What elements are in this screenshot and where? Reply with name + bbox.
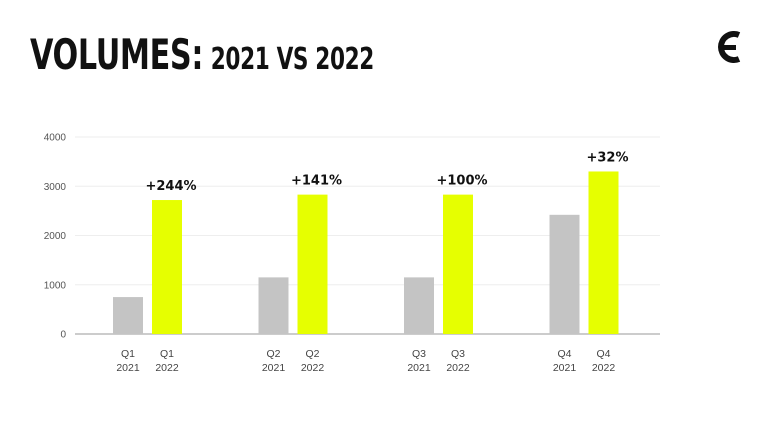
page-title: VOLUMES: 2021 VS 2022 bbox=[30, 30, 374, 79]
x-category-label: Q2 bbox=[305, 348, 319, 360]
x-year-label: 2021 bbox=[553, 362, 577, 374]
bar bbox=[443, 194, 473, 334]
y-tick-label: 3000 bbox=[44, 182, 67, 193]
x-year-label: 2022 bbox=[155, 362, 179, 374]
growth-data-label: +32% bbox=[586, 150, 628, 165]
x-category-label: Q3 bbox=[412, 348, 426, 360]
y-tick-label: 4000 bbox=[44, 133, 67, 144]
y-tick-label: 2000 bbox=[44, 231, 67, 242]
bar bbox=[549, 214, 580, 334]
y-tick-label: 1000 bbox=[44, 280, 67, 291]
title-main: VOLUMES: bbox=[30, 30, 204, 79]
bar bbox=[152, 200, 182, 334]
x-category-label: Q4 bbox=[596, 348, 610, 360]
bar bbox=[297, 194, 328, 334]
bar bbox=[588, 171, 619, 334]
x-year-label: 2021 bbox=[262, 362, 286, 374]
x-category-label: Q1 bbox=[121, 348, 135, 360]
x-year-label: 2021 bbox=[116, 362, 140, 374]
x-category-label: Q2 bbox=[266, 348, 280, 360]
title-subtitle: 2021 VS 2022 bbox=[210, 42, 375, 77]
growth-data-label: +141% bbox=[291, 174, 342, 189]
y-tick-label: 0 bbox=[60, 330, 66, 341]
x-category-label: Q1 bbox=[160, 348, 174, 360]
brand-c-logo-icon bbox=[718, 31, 741, 63]
x-year-label: 2021 bbox=[407, 362, 431, 374]
growth-data-label: +244% bbox=[145, 179, 196, 194]
x-year-label: 2022 bbox=[592, 362, 616, 374]
x-year-label: 2022 bbox=[446, 362, 470, 374]
x-year-label: 2022 bbox=[301, 362, 325, 374]
x-category-label: Q4 bbox=[557, 348, 571, 360]
bar bbox=[258, 277, 289, 334]
x-category-label: Q3 bbox=[451, 348, 465, 360]
growth-data-label: +100% bbox=[436, 174, 487, 189]
bar bbox=[404, 277, 434, 334]
bar bbox=[113, 297, 143, 334]
